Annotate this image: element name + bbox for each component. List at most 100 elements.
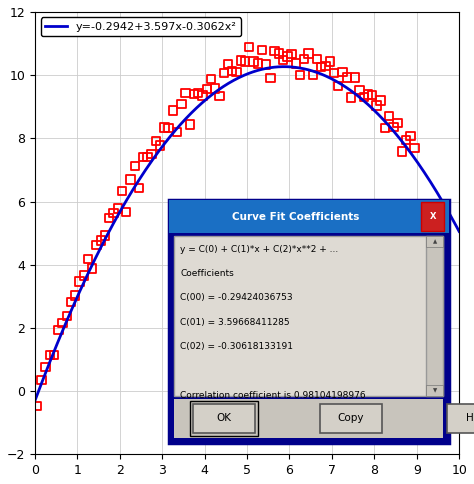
Point (190, 90, 198, 98)
Point (42, 363, 49, 371)
Point (296, 71, 304, 79)
Text: C(00) = -0.29424036753: C(00) = -0.29424036753 (180, 293, 293, 302)
Point (178, 100, 185, 108)
Point (89, 265, 96, 272)
Point (161, 123, 168, 131)
Point (148, 150, 155, 158)
Point (152, 137, 160, 145)
Text: Coefficients: Coefficients (180, 269, 234, 278)
Point (322, 62, 329, 70)
Point (326, 58, 334, 65)
Point (97, 237, 105, 244)
y=-0.2942+3.597x-0.3062x² (170, 130, 176, 136)
Text: Help: Help (466, 413, 474, 424)
Point (390, 123, 397, 131)
Point (411, 144, 419, 152)
y=-0.2942+3.597x-0.3062x² (200, 99, 206, 105)
Bar (427, 385, 444, 396)
Bar (193, 404, 255, 433)
Point (279, 56, 287, 63)
Bar (421, 202, 444, 231)
Point (394, 119, 401, 127)
Point (50, 351, 58, 359)
Point (199, 91, 206, 99)
Point (313, 55, 321, 63)
Point (165, 124, 173, 132)
Point (118, 187, 126, 195)
Point (228, 67, 236, 75)
Point (305, 49, 312, 57)
y=-0.2942+3.597x-0.3062x² (339, 82, 345, 88)
Text: ▲: ▲ (433, 239, 437, 244)
Point (76, 278, 83, 286)
Point (156, 142, 164, 150)
Point (173, 128, 181, 136)
Point (402, 136, 410, 144)
Point (351, 74, 359, 81)
Text: OK: OK (216, 413, 231, 424)
Point (63, 312, 71, 320)
Point (114, 205, 121, 212)
Point (373, 102, 380, 109)
Point (216, 92, 223, 100)
Point (144, 153, 151, 161)
Point (258, 46, 266, 54)
Point (72, 292, 79, 300)
y=-0.2942+3.597x-0.3062x² (341, 83, 347, 89)
Point (246, 44, 253, 51)
Point (339, 68, 346, 76)
Point (84, 256, 92, 263)
Bar (427, 236, 444, 396)
Bar (320, 404, 382, 433)
Point (203, 85, 210, 92)
y=-0.2942+3.597x-0.3062x² (32, 397, 38, 403)
Point (292, 60, 300, 67)
Point (330, 69, 338, 77)
y=-0.2942+3.597x-0.3062x² (456, 228, 462, 234)
Point (109, 209, 117, 217)
y=-0.2942+3.597x-0.3062x² (300, 66, 306, 72)
Point (224, 60, 232, 68)
Point (407, 132, 414, 140)
Point (263, 60, 270, 68)
Bar (447, 404, 474, 433)
Bar (427, 236, 444, 247)
Line: y=-0.2942+3.597x-0.3062x²: y=-0.2942+3.597x-0.3062x² (35, 67, 459, 400)
Point (105, 214, 113, 222)
Point (207, 75, 215, 83)
Point (122, 208, 130, 216)
Point (46, 351, 54, 359)
Point (347, 94, 355, 102)
Text: X: X (429, 212, 436, 221)
Point (368, 91, 376, 99)
Bar (169, 200, 448, 233)
y=-0.2942+3.597x-0.3062x² (281, 64, 287, 70)
Point (127, 176, 134, 183)
Point (241, 58, 249, 65)
Point (237, 57, 245, 64)
Point (288, 50, 295, 58)
Point (360, 93, 367, 101)
Point (93, 241, 100, 249)
Point (186, 121, 193, 128)
Text: Correlation coefficient is 0.98104198976: Correlation coefficient is 0.98104198976 (180, 391, 366, 400)
Point (356, 86, 363, 94)
Point (266, 74, 274, 82)
Point (139, 153, 147, 161)
Point (131, 162, 138, 170)
Point (283, 53, 291, 60)
Text: Curve Fit Coefficients: Curve Fit Coefficients (232, 212, 360, 222)
Point (271, 47, 278, 55)
Point (101, 231, 109, 239)
Point (318, 63, 325, 71)
Point (254, 60, 262, 67)
Point (37, 376, 45, 384)
Text: Copy: Copy (338, 413, 364, 424)
Point (233, 68, 240, 76)
Bar (190, 401, 258, 437)
Text: y = C(0) + C(1)*x + C(2)*x**2 + ...: y = C(0) + C(1)*x + C(2)*x**2 + ... (180, 244, 338, 254)
Point (309, 71, 317, 79)
Point (220, 69, 228, 77)
Point (364, 91, 372, 98)
Text: C(01) = 3.59668411285: C(01) = 3.59668411285 (180, 318, 290, 327)
